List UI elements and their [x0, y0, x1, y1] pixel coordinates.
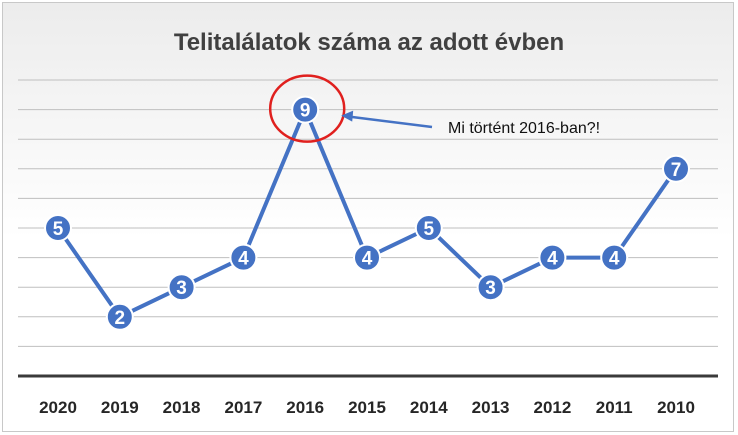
data-marker	[538, 243, 567, 272]
data-point: 4	[229, 243, 258, 272]
data-marker	[662, 154, 690, 183]
highlight-circle	[268, 74, 346, 143]
data-point: 3	[167, 273, 196, 302]
x-tick-label: 2016	[286, 398, 324, 417]
data-marker	[291, 95, 320, 124]
x-tick-label: 2013	[472, 398, 510, 417]
annotation-text: Mi történt 2016-ban?!	[448, 120, 600, 137]
data-marker	[229, 243, 258, 272]
annotation-arrow	[349, 115, 433, 129]
data-label: 5	[424, 219, 435, 240]
x-tick-label: 2018	[163, 398, 201, 417]
x-tick-label: 2017	[224, 398, 262, 417]
data-point: 7	[662, 154, 690, 183]
data-marker	[44, 214, 72, 242]
data-label: 4	[609, 249, 620, 270]
data-marker	[600, 243, 629, 272]
data-label: 2	[115, 308, 126, 329]
data-label: 4	[362, 249, 373, 270]
data-label: 7	[671, 160, 682, 181]
x-tick-label: 2019	[101, 398, 139, 417]
data-point: 4	[353, 243, 381, 272]
annotation-arrowhead	[341, 110, 354, 122]
x-tick-labels: 2020 2019 2018 2017 2016 2015 2014 2013 2012 2011…	[39, 398, 695, 417]
data-label: 3	[485, 278, 496, 299]
data-label: 4	[238, 249, 249, 270]
x-tick-label: 2012	[533, 398, 571, 417]
data-point: 3	[476, 273, 505, 302]
x-tick-label: 2011	[596, 398, 633, 417]
data-marker	[414, 214, 443, 242]
data-point: 4	[600, 243, 629, 272]
gridlines	[18, 79, 718, 347]
data-marker	[167, 273, 196, 302]
x-tick-label: 2015	[348, 398, 386, 417]
data-marker	[105, 302, 134, 331]
annotation-group: Mi történt 2016-ban?!	[268, 74, 600, 143]
data-points: 5 2 3 4 9 4 5 3 4 4 7	[44, 95, 690, 331]
data-label: 5	[53, 219, 64, 240]
x-tick-label: 2014	[410, 398, 448, 417]
data-label: 4	[547, 249, 558, 270]
data-label: 3	[176, 278, 187, 299]
series-line	[56, 107, 678, 319]
data-point: 5	[414, 214, 443, 242]
data-point: 9	[291, 95, 320, 124]
data-point: 2	[105, 302, 134, 331]
data-marker	[476, 273, 505, 302]
data-label: 9	[300, 101, 311, 122]
x-tick-label: 2020	[39, 398, 77, 417]
data-marker	[353, 243, 381, 272]
chart-title: Telitalálatok száma az adott évben	[174, 29, 564, 56]
data-point: 4	[538, 243, 567, 272]
x-tick-label: 2010	[657, 398, 695, 417]
data-point: 5	[44, 214, 72, 242]
